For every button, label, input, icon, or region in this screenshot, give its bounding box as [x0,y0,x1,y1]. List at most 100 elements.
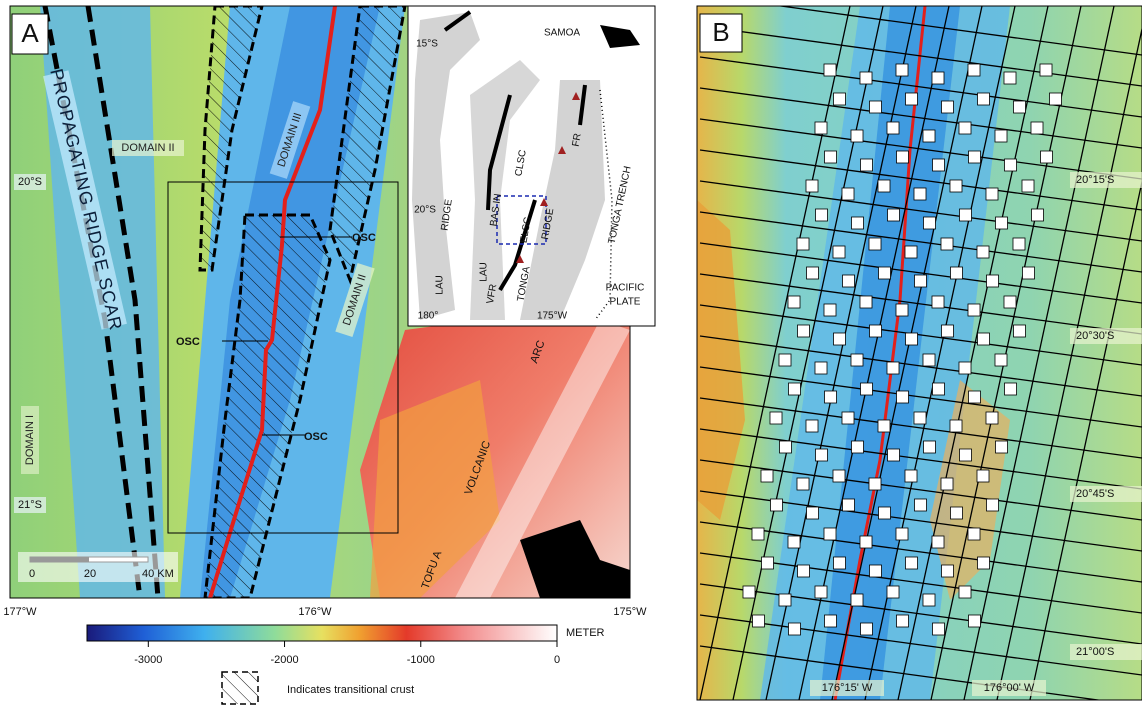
station [834,557,846,569]
station [1023,267,1035,279]
station [906,557,918,569]
station [825,151,837,163]
station [852,217,864,229]
longitude-label: 177°W [3,606,37,618]
station [924,217,936,229]
station [1032,209,1044,221]
station [914,188,926,200]
station [1040,64,1052,76]
station [816,449,828,461]
inset-latitude: 20°S [414,205,436,216]
station [951,267,963,279]
panel-label: A [21,18,39,48]
colorbar-tick-label: -1000 [407,654,435,666]
station [986,188,998,200]
station [753,615,765,627]
station [789,383,801,395]
station [815,362,827,374]
station [1004,72,1016,84]
station [887,586,899,598]
station [798,325,810,337]
station [942,101,954,113]
station [914,412,926,424]
inset-longitude: 175°W [537,311,568,322]
station [860,296,872,308]
station [950,180,962,192]
station [1022,180,1034,192]
station [843,275,855,287]
inset-map: SAMOA 15°S 20°S 180° 175°W LAU RIDGE LAU… [408,6,655,326]
station [995,354,1007,366]
osc-label: OSC [304,431,328,443]
station [915,499,927,511]
legend: Indicates transitional crust [222,672,414,704]
station [978,333,990,345]
colorbar-tick-label: -3000 [134,654,162,666]
station [825,615,837,627]
longitude-label: 176°00' W [984,682,1035,694]
latitude-label: 20°45'S [1076,488,1114,500]
station [933,159,945,171]
station [959,122,971,134]
station [923,594,935,606]
station [815,586,827,598]
station [1014,325,1026,337]
colorbar-tick-label: -2000 [270,654,298,666]
legend-label: Indicates transitional crust [287,684,414,696]
map-b [697,0,1142,706]
station [842,188,854,200]
inset-label: PLATE [610,297,641,308]
station [797,478,809,490]
station [879,507,891,519]
station [941,478,953,490]
station [806,420,818,432]
station [752,528,764,540]
station [762,557,774,569]
station [771,499,783,511]
station [869,238,881,250]
station [815,122,827,134]
station [833,246,845,258]
station [968,304,980,316]
station [887,362,899,374]
latitude-label: 20°15'S [1076,174,1114,186]
latitude-label: 21°00'S [1076,646,1114,658]
station [1031,122,1043,134]
station [869,478,881,490]
station [1005,383,1017,395]
station [798,565,810,577]
station [950,420,962,432]
station [779,594,791,606]
latitude-label: 21°S [18,499,42,511]
station [834,93,846,105]
scale-label: 40 KM [142,568,174,580]
station [780,441,792,453]
station [851,354,863,366]
station [870,325,882,337]
station [779,354,791,366]
station [824,64,836,76]
figure: A PROPAGATING RIDGE SCAR DOMAIN II DOMAI… [0,0,1142,708]
station [833,470,845,482]
station [924,441,936,453]
station [842,412,854,424]
station [861,383,873,395]
station [960,209,972,221]
station [851,130,863,142]
station [824,528,836,540]
station [905,470,917,482]
station [788,536,800,548]
station [896,528,908,540]
station [959,362,971,374]
station [942,565,954,577]
station [932,296,944,308]
station [1050,93,1062,105]
scale-label: 20 [84,568,96,580]
station [816,209,828,221]
station [987,275,999,287]
station [770,412,782,424]
station [969,391,981,403]
station [969,151,981,163]
station [807,507,819,519]
station [978,557,990,569]
